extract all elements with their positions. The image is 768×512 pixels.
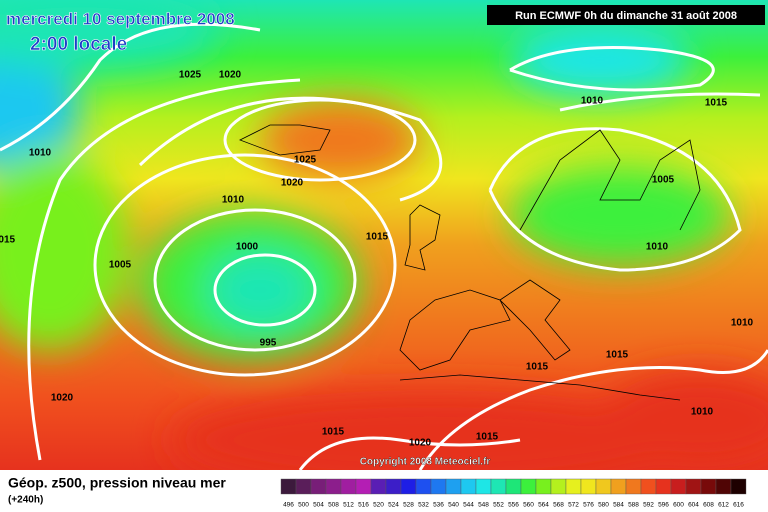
scale-label: 504: [313, 502, 324, 509]
scale-label: 512: [343, 502, 354, 509]
map-field: [0, 0, 768, 470]
isobar-label: 1010: [691, 407, 714, 418]
scale-swatch: [625, 478, 642, 495]
scale-swatch: [430, 478, 447, 495]
scale-swatch: [670, 478, 687, 495]
scale-swatch: [685, 478, 702, 495]
isobars: [0, 22, 768, 470]
forecast-date: mercredi 10 septembre 2008: [6, 9, 235, 28]
scale-swatch: [325, 478, 342, 495]
isobar-label: 1020: [51, 393, 74, 404]
scale-swatch: [535, 478, 552, 495]
scale-swatch: [400, 478, 417, 495]
scale-label: 580: [598, 502, 609, 509]
scale-swatch: [460, 478, 477, 495]
isobar-label: 1015: [322, 427, 345, 438]
scale-label: 524: [388, 502, 399, 509]
legend-title: Géop. z500, pression niveau mer: [8, 475, 226, 491]
scale-swatch: [595, 478, 612, 495]
scale-swatch: [475, 478, 492, 495]
scale-label: 508: [328, 502, 339, 509]
scale-swatch: [730, 478, 747, 495]
scale-swatch: [520, 478, 537, 495]
scale-label: 568: [553, 502, 564, 509]
scale-label: 540: [448, 502, 459, 509]
isobar-label: 1015: [606, 350, 629, 361]
run-info: Run ECMWF 0h du dimanche 31 août 2008: [515, 10, 737, 22]
scale-swatch: [655, 478, 672, 495]
scale-label: 496: [283, 502, 294, 509]
isobar-label: 1005: [109, 260, 132, 271]
isobar-label: 995: [260, 338, 277, 349]
forecast-time: 2:00 locale: [30, 34, 127, 55]
isobar-label: 1010: [646, 242, 669, 253]
scale-label: 536: [433, 502, 444, 509]
isobar-label: 1020: [281, 178, 304, 189]
scale-label: 516: [358, 502, 369, 509]
scale-swatch: [565, 478, 582, 495]
scale-swatch: [610, 478, 627, 495]
scale-swatch: [280, 478, 297, 495]
scale-label: 572: [568, 502, 579, 509]
legend-subtitle: (+240h): [8, 495, 43, 506]
scale-label: 564: [538, 502, 549, 509]
isobar-label: 1025: [294, 155, 317, 166]
isobar-label: 1020: [219, 70, 242, 81]
scale-swatch: [340, 478, 357, 495]
scale-label: 548: [478, 502, 489, 509]
scale-label: 552: [493, 502, 504, 509]
scale-swatch: [385, 478, 402, 495]
scale-swatch: [715, 478, 732, 495]
isobar-label: 1015: [476, 432, 499, 443]
scale-label: 612: [718, 502, 729, 509]
isobar-label: 1010: [581, 96, 604, 107]
scale-label: 584: [613, 502, 624, 509]
scale-swatch: [700, 478, 717, 495]
copyright: Copyright 2008 Meteociel.fr: [360, 457, 491, 468]
isobar-label: 1010: [222, 195, 245, 206]
scale-swatch: [415, 478, 432, 495]
scale-label: 532: [418, 502, 429, 509]
run-box: [487, 5, 765, 25]
scale-label: 560: [523, 502, 534, 509]
isobar-label: 1020: [409, 438, 432, 449]
scale-label: 608: [703, 502, 714, 509]
scale-label: 520: [373, 502, 384, 509]
scale-label: 528: [403, 502, 414, 509]
scale-swatch: [640, 478, 657, 495]
scale-label: 556: [508, 502, 519, 509]
isobar-label: 1005: [652, 175, 675, 186]
scale-label: 596: [658, 502, 669, 509]
scale-swatch: [445, 478, 462, 495]
scale-label: 592: [643, 502, 654, 509]
scale-swatch: [550, 478, 567, 495]
scale-label: 604: [688, 502, 699, 509]
coastlines: [239, 124, 701, 401]
scale-label: 544: [463, 502, 474, 509]
scale-swatch: [490, 478, 507, 495]
scale-swatch: [505, 478, 522, 495]
isobar-label: 1025: [179, 70, 202, 81]
scale-swatch: [295, 478, 312, 495]
isobar-label: 1015: [705, 98, 728, 109]
isobar-label: 1015: [366, 232, 389, 243]
scale-swatch: [370, 478, 387, 495]
scale-label: 600: [673, 502, 684, 509]
scale-swatch: [580, 478, 597, 495]
isobar-label: 1010: [29, 148, 52, 159]
scale-label: 616: [733, 502, 744, 509]
isobar-label: 1015: [526, 362, 549, 373]
scale-label: 500: [298, 502, 309, 509]
scale-label: 588: [628, 502, 639, 509]
scale-swatch: [355, 478, 372, 495]
isobar-label: 1015: [0, 235, 16, 246]
scale-swatch: [310, 478, 327, 495]
isobar-label: 1010: [731, 318, 754, 329]
isobar-label: 1000: [236, 242, 259, 253]
scale-label: 576: [583, 502, 594, 509]
